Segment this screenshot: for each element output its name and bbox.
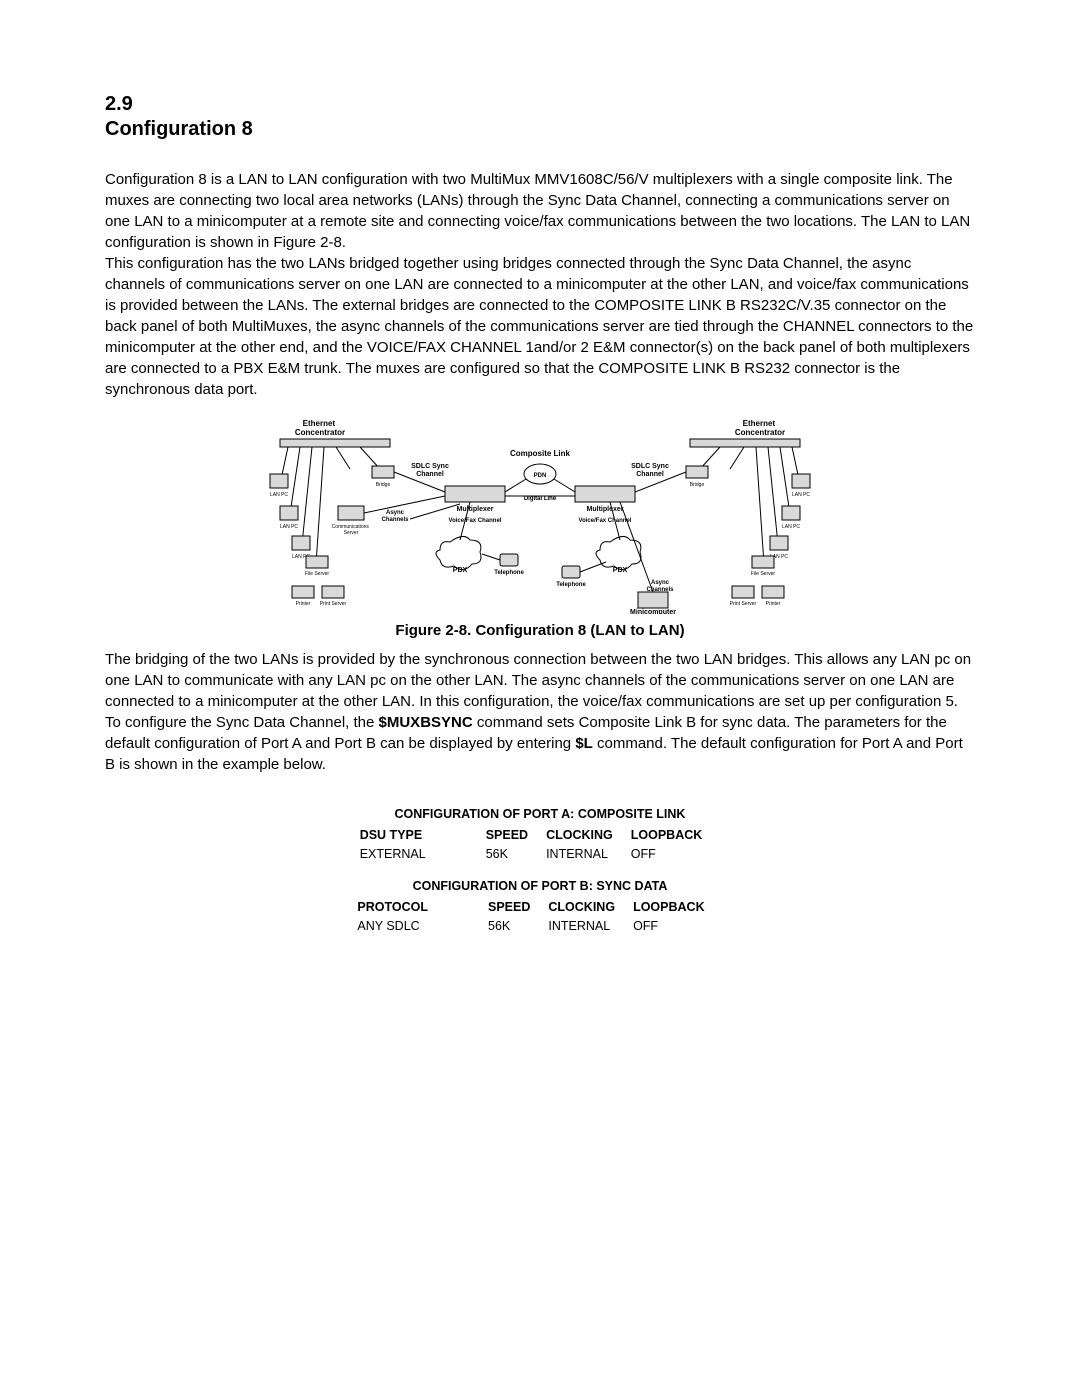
- col-header: DSU TYPE: [360, 826, 486, 845]
- port-b-table: PROTOCOL SPEED CLOCKING LOOPBACK ANY SDL…: [357, 898, 722, 936]
- section-title: Configuration 8: [105, 118, 975, 141]
- col-header: PROTOCOL: [357, 898, 488, 917]
- cell: INTERNAL: [546, 845, 631, 864]
- figure-container: Ethernet Concentrator LAN PC LAN PC LA: [105, 414, 975, 614]
- svg-text:Communications Serve: Communications Server: [332, 524, 371, 536]
- left-lan-devices: LAN PC LAN PC LAN PC File Server Printer…: [270, 466, 394, 607]
- table-row: DSU TYPE SPEED CLOCKING LOOPBACK: [360, 826, 721, 845]
- paragraph-3: The bridging of the two LANs is provided…: [105, 651, 971, 710]
- col-header: LOOPBACK: [633, 898, 723, 917]
- cell: OFF: [631, 845, 721, 864]
- label-ethernet-concentrator-right: Ethernet Concentrator: [735, 419, 785, 437]
- pbx-cloud-left: [436, 536, 481, 569]
- body-text-block-2: The bridging of the two LANs is provided…: [105, 649, 975, 775]
- svg-text:Minicomputer: Minicomputer: [630, 609, 676, 614]
- svg-text:LAN PC: LAN PC: [792, 492, 810, 498]
- table-row: PROTOCOL SPEED CLOCKING LOOPBACK: [357, 898, 722, 917]
- svg-text:Digital Line: Digital Line: [524, 496, 557, 502]
- label-composite-link: Composite Link: [510, 449, 571, 458]
- document-page: 2.9 Configuration 8 Configuration 8 is a…: [0, 0, 1080, 1397]
- label-sdlc-right: SDLC SyncChannel: [631, 463, 669, 478]
- right-lan-devices: LAN PC LAN PC LAN PC File Server Print S…: [686, 466, 810, 607]
- svg-text:LAN PC: LAN PC: [782, 524, 800, 530]
- svg-text:Print Server: Print Server: [730, 601, 757, 607]
- label-async-left: AsyncChannels: [381, 510, 409, 523]
- svg-text:LAN PC: LAN PC: [270, 492, 288, 498]
- svg-text:Voice/Fax Channel: Voice/Fax Channel: [449, 518, 502, 524]
- svg-text:PBX: PBX: [613, 567, 628, 574]
- svg-text:Multiplexer: Multiplexer: [457, 506, 494, 513]
- svg-text:Bridge: Bridge: [376, 482, 391, 488]
- paragraph-4a: To configure the Sync Data Channel, the: [105, 714, 379, 731]
- svg-text:PDN: PDN: [534, 473, 547, 479]
- ethernet-bar-left: [280, 439, 390, 447]
- svg-text:File Server: File Server: [751, 571, 776, 577]
- col-header: SPEED: [488, 898, 548, 917]
- col-header: SPEED: [486, 826, 546, 845]
- svg-text:Telephone: Telephone: [556, 582, 586, 588]
- port-a-table: DSU TYPE SPEED CLOCKING LOOPBACK EXTERNA…: [360, 826, 721, 864]
- figure-caption: Figure 2-8. Configuration 8 (LAN to LAN): [105, 622, 975, 639]
- config-tables-container: CONFIGURATION OF PORT A: COMPOSITE LINK …: [105, 805, 975, 950]
- svg-text:LAN PC: LAN PC: [280, 524, 298, 530]
- svg-text:File Server: File Server: [305, 571, 330, 577]
- paragraph-2: This configuration has the two LANs brid…: [105, 255, 973, 398]
- multiplexer-left: [445, 486, 505, 502]
- svg-text:Multiplexer: Multiplexer: [587, 506, 624, 513]
- cmd-l: $L: [575, 735, 593, 752]
- svg-text:Print Server: Print Server: [320, 601, 347, 607]
- cell: OFF: [633, 917, 723, 936]
- port-a-title: CONFIGURATION OF PORT A: COMPOSITE LINK: [357, 805, 722, 824]
- ethernet-bar-right: [690, 439, 800, 447]
- col-header: LOOPBACK: [631, 826, 721, 845]
- cell: EXTERNAL: [360, 845, 486, 864]
- table-row: EXTERNAL 56K INTERNAL OFF: [360, 845, 721, 864]
- table-row: ANY SDLC 56K INTERNAL OFF: [357, 917, 722, 936]
- cell: 56K: [488, 917, 548, 936]
- col-header: CLOCKING: [548, 898, 633, 917]
- label-ethernet-concentrator-left: Ethernet Concentrator: [295, 419, 345, 437]
- body-text-block-1: Configuration 8 is a LAN to LAN configur…: [105, 169, 975, 400]
- paragraph-1: Configuration 8 is a LAN to LAN configur…: [105, 171, 970, 251]
- telephone-left: [500, 554, 518, 566]
- col-header: CLOCKING: [546, 826, 631, 845]
- svg-text:Voice/Fax Channel: Voice/Fax Channel: [579, 518, 632, 524]
- svg-text:Telephone: Telephone: [494, 570, 524, 576]
- svg-text:PBX: PBX: [453, 567, 468, 574]
- svg-text:Printer: Printer: [766, 601, 781, 607]
- svg-text:Printer: Printer: [296, 601, 311, 607]
- label-sdlc-left: SDLC SyncChannel: [411, 463, 449, 478]
- cmd-muxbsync: $MUXBSYNC: [379, 714, 473, 731]
- multiplexer-right: [575, 486, 635, 502]
- section-number: 2.9: [105, 90, 975, 118]
- svg-text:Bridge: Bridge: [690, 482, 705, 488]
- cell: INTERNAL: [548, 917, 633, 936]
- port-b-title: CONFIGURATION OF PORT B: SYNC DATA: [357, 877, 722, 896]
- cell: 56K: [486, 845, 546, 864]
- network-diagram-svg: Ethernet Concentrator LAN PC LAN PC LA: [260, 414, 820, 614]
- telephone-right: [562, 566, 580, 578]
- minicomputer-icon: [638, 592, 668, 608]
- cell: ANY SDLC: [357, 917, 488, 936]
